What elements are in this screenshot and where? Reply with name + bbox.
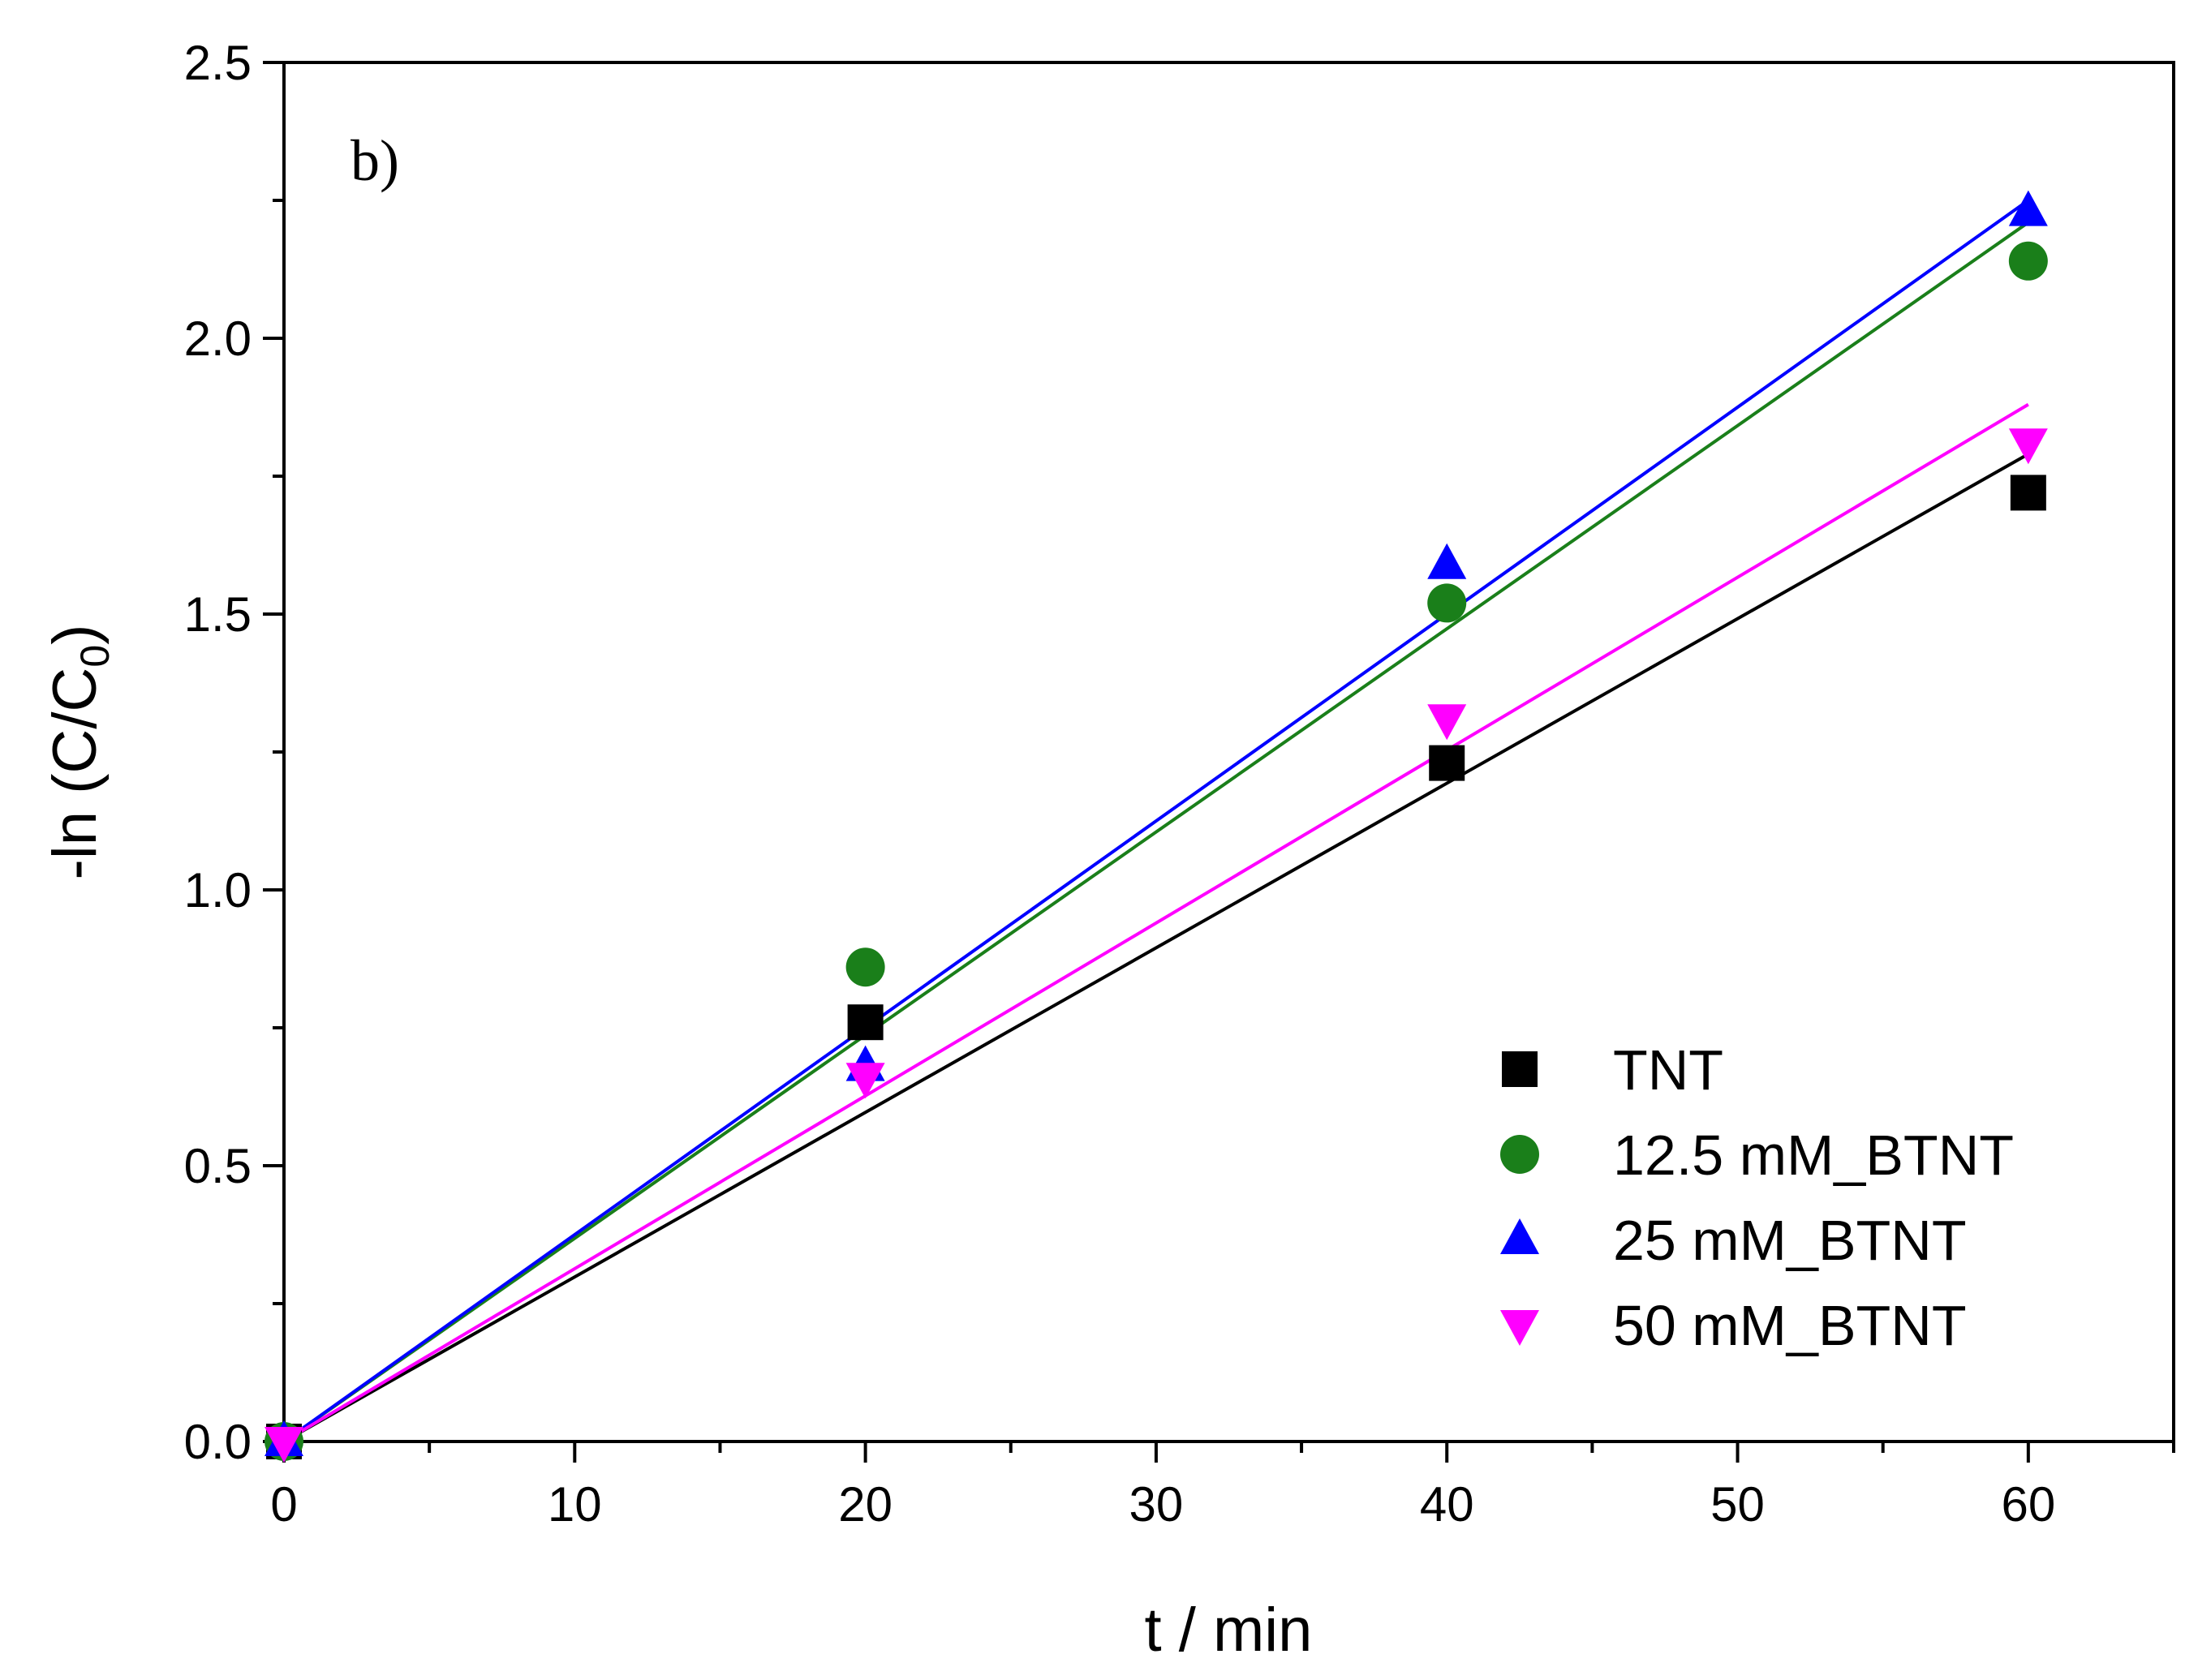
x-tick-label: 30 bbox=[1129, 1477, 1184, 1532]
y-tick-label: 1.5 bbox=[184, 587, 252, 642]
point-50-mm-btnt bbox=[1427, 704, 1467, 741]
legend-marker-25-mm-btnt bbox=[1500, 1218, 1539, 1254]
point-tnt bbox=[1429, 745, 1465, 781]
y-axis-title-close: ) bbox=[41, 625, 110, 645]
point-50-mm-btnt bbox=[265, 1427, 303, 1463]
fit-line-50-mm-btnt bbox=[282, 402, 2029, 1443]
point-50-mm-btnt bbox=[2008, 428, 2048, 465]
y-tick-label: 0.0 bbox=[184, 1415, 252, 1469]
legend-label-12-5-mm-btnt: 12.5 mM_BTNT bbox=[1613, 1124, 2014, 1187]
x-tick-label: 50 bbox=[1710, 1477, 1765, 1532]
y-axis-title-sub: 0 bbox=[72, 645, 118, 668]
y-tick-label: 2.0 bbox=[184, 312, 252, 366]
y-tick-label: 0.5 bbox=[184, 1139, 252, 1193]
legend-label-50-mm-btnt: 50 mM_BTNT bbox=[1613, 1294, 1967, 1357]
point-12-5-mm-btnt bbox=[845, 947, 885, 987]
x-tick-label: 10 bbox=[548, 1477, 602, 1532]
y-tick-label: 2.5 bbox=[184, 36, 252, 90]
point-50-mm-btnt bbox=[845, 1063, 885, 1099]
legend-marker-tnt bbox=[1502, 1051, 1538, 1087]
legend-label-25-mm-btnt: 25 mM_BTNT bbox=[1613, 1209, 1967, 1272]
y-axis-title-main: -ln (C/C bbox=[41, 668, 110, 880]
point-tnt bbox=[847, 1004, 884, 1041]
fit-line-tnt bbox=[283, 453, 2029, 1443]
point-12-5-mm-btnt bbox=[1427, 583, 1467, 623]
point-25-mm-btnt bbox=[2008, 190, 2048, 226]
point-25-mm-btnt bbox=[1427, 543, 1467, 579]
x-tick-label: 0 bbox=[270, 1477, 297, 1532]
legend-marker-50-mm-btnt bbox=[1500, 1310, 1539, 1346]
x-tick-label: 20 bbox=[838, 1477, 893, 1532]
y-axis-title: -ln (C/C0) bbox=[41, 625, 118, 880]
fit-line-25-mm-btnt bbox=[282, 199, 2030, 1443]
x-axis-title: t / min bbox=[1145, 1596, 1313, 1665]
panel-label: b) bbox=[351, 128, 399, 193]
x-tick-label: 40 bbox=[1420, 1477, 1474, 1532]
fit-lines bbox=[282, 199, 2030, 1443]
axis-ticks: 0 10 20 30 40 50 60 0.0 0.5 1.0 1.5 2.0 2.5 bbox=[184, 36, 2175, 1532]
data-points bbox=[265, 190, 2048, 1463]
x-tick-label: 60 bbox=[2001, 1477, 2055, 1532]
point-12-5-mm-btnt bbox=[2008, 241, 2048, 281]
point-tnt bbox=[2010, 475, 2046, 511]
y-tick-label: 1.0 bbox=[184, 863, 252, 917]
legend: TNT 12.5 mM_BTNT 25 mM_BTNT 50 mM_BTNT bbox=[1500, 1038, 2014, 1357]
fit-line-12-5-mm-btnt bbox=[282, 221, 2029, 1443]
legend-marker-12-5-mm-btnt bbox=[1500, 1135, 1539, 1174]
legend-label-tnt: TNT bbox=[1613, 1038, 1723, 1102]
